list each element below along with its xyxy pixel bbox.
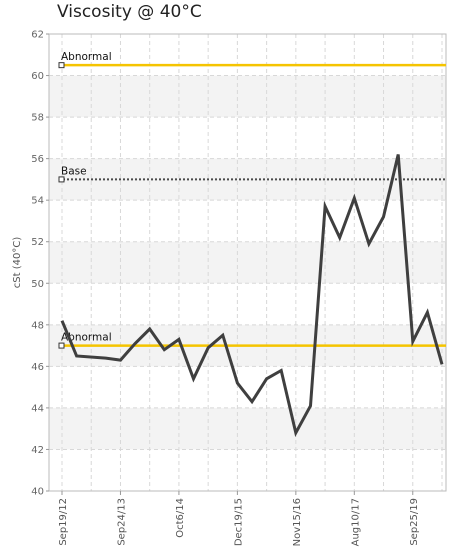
- x-tick-label: Dec19/15: [233, 498, 244, 546]
- band-42: [49, 407, 446, 450]
- y-tick-label: 56: [31, 154, 44, 165]
- x-tick-label: Sep24/13: [116, 498, 127, 546]
- y-tick-label: 54: [31, 196, 44, 207]
- y-tick-label: 50: [31, 279, 44, 290]
- y-tick-label: 52: [31, 237, 44, 248]
- band-50: [49, 241, 446, 284]
- plot-border: [48, 33, 447, 492]
- chart-title: Viscosity @ 40°C: [57, 2, 202, 22]
- y-tick-label: 62: [31, 30, 44, 41]
- y-tick-label: 48: [31, 320, 44, 331]
- reference-label-0: Abnormal: [61, 51, 112, 63]
- y-tick-label: 40: [31, 487, 44, 498]
- x-tick-label: Aug10/17: [350, 498, 361, 546]
- band-58: [49, 75, 446, 118]
- plot-bands: [49, 75, 446, 450]
- reference-marker-1: [58, 176, 65, 183]
- x-tick-label: Sep25/19: [409, 498, 420, 546]
- reference-marker-0: [58, 62, 65, 69]
- series-group: [60, 154, 444, 437]
- x-axis-ticks: Sep19/12 Sep24/13 Oct6/14 Dec19/15 Nov15/16 A…: [58, 491, 420, 546]
- grid-lines: [49, 33, 446, 492]
- y-tick-label: 42: [31, 445, 44, 456]
- y-tick-label: 46: [31, 362, 44, 373]
- y-tick-label: 44: [31, 403, 44, 414]
- y-axis-ticks: 40 42 44 46 48 50 52 54 56 58 60 62: [31, 30, 49, 498]
- x-tick-label: Oct6/14: [175, 498, 186, 538]
- series-line-0: [60, 154, 444, 437]
- reference-label-1: Base: [61, 165, 87, 177]
- y-tick-label: 58: [31, 113, 44, 124]
- y-axis-label: cSt (40°C): [12, 237, 23, 289]
- reference-marker-2: [58, 342, 65, 349]
- x-tick-label: Sep19/12: [58, 498, 69, 546]
- reference-label-2: Abnormal: [61, 332, 112, 344]
- y-tick-label: 60: [31, 71, 44, 82]
- reference-lines: Abnormal Base Abnormal: [58, 51, 446, 349]
- x-tick-label: Nov15/16: [292, 498, 303, 546]
